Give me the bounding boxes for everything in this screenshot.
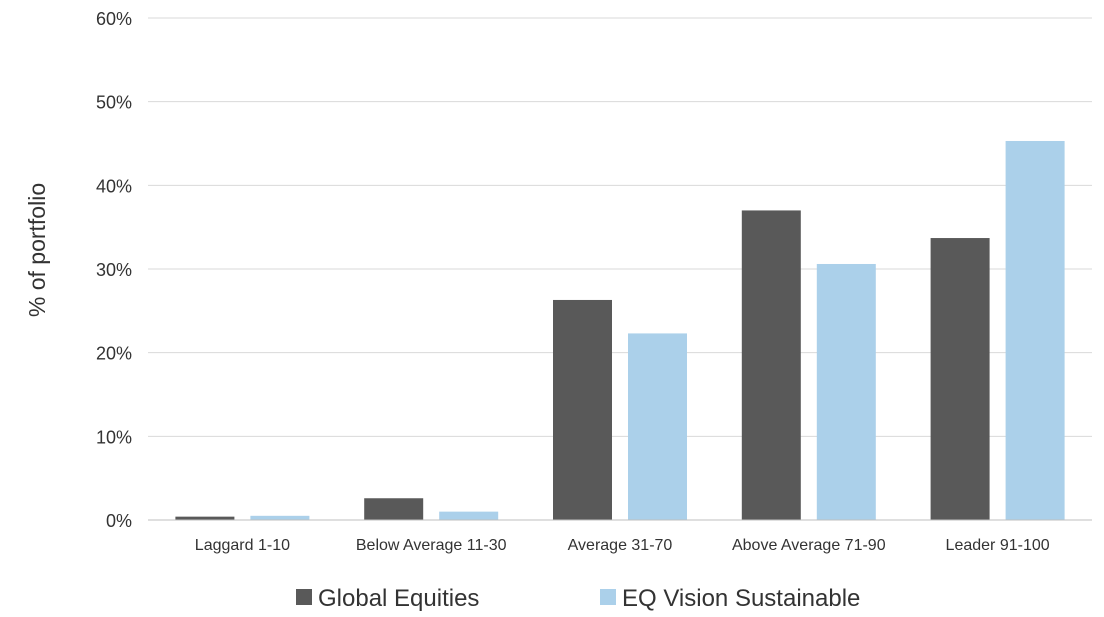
bar-eq-vision-sustainable [816, 263, 876, 520]
bar-eq-vision-sustainable [439, 511, 499, 520]
legend: Global Equities EQ Vision Sustainable [296, 585, 860, 612]
y-tick-label: 10% [96, 427, 132, 447]
bars [175, 140, 1065, 521]
y-tick-label: 50% [96, 93, 132, 113]
x-tick-label: Average 31-70 [568, 537, 673, 554]
x-tick-label: Below Average 11-30 [356, 537, 507, 554]
x-tick-label: Above Average 71-90 [732, 537, 886, 554]
legend-label: EQ Vision Sustainable [622, 585, 860, 612]
y-tick-label: 0% [106, 511, 132, 531]
y-tick-label: 40% [96, 176, 132, 196]
bar-global-equities [741, 210, 801, 520]
y-tick-label: 60% [96, 9, 132, 29]
x-tick-label: Laggard 1-10 [195, 537, 290, 554]
bar-global-equities [364, 498, 424, 520]
bar-global-equities [930, 238, 990, 520]
bar-eq-vision-sustainable [1005, 140, 1065, 521]
bar-eq-vision-sustainable [250, 515, 310, 520]
legend-swatch [600, 589, 616, 605]
y-axis-ticks: 0% 10% 20% 30% 40% 50% 60% [96, 9, 132, 531]
x-tick-label: Leader 91-100 [946, 537, 1050, 554]
y-tick-label: 30% [96, 260, 132, 280]
legend-label: Global Equities [318, 585, 479, 612]
x-axis-ticks: Laggard 1-10 Below Average 11-30 Average 3… [195, 537, 1050, 554]
bar-global-equities [553, 299, 612, 520]
y-axis-title: % of portfolio [24, 183, 50, 317]
bar-global-equities [175, 516, 235, 520]
y-tick-label: 20% [96, 344, 132, 364]
legend-swatch [296, 589, 312, 605]
bar-eq-vision-sustainable [628, 333, 687, 520]
